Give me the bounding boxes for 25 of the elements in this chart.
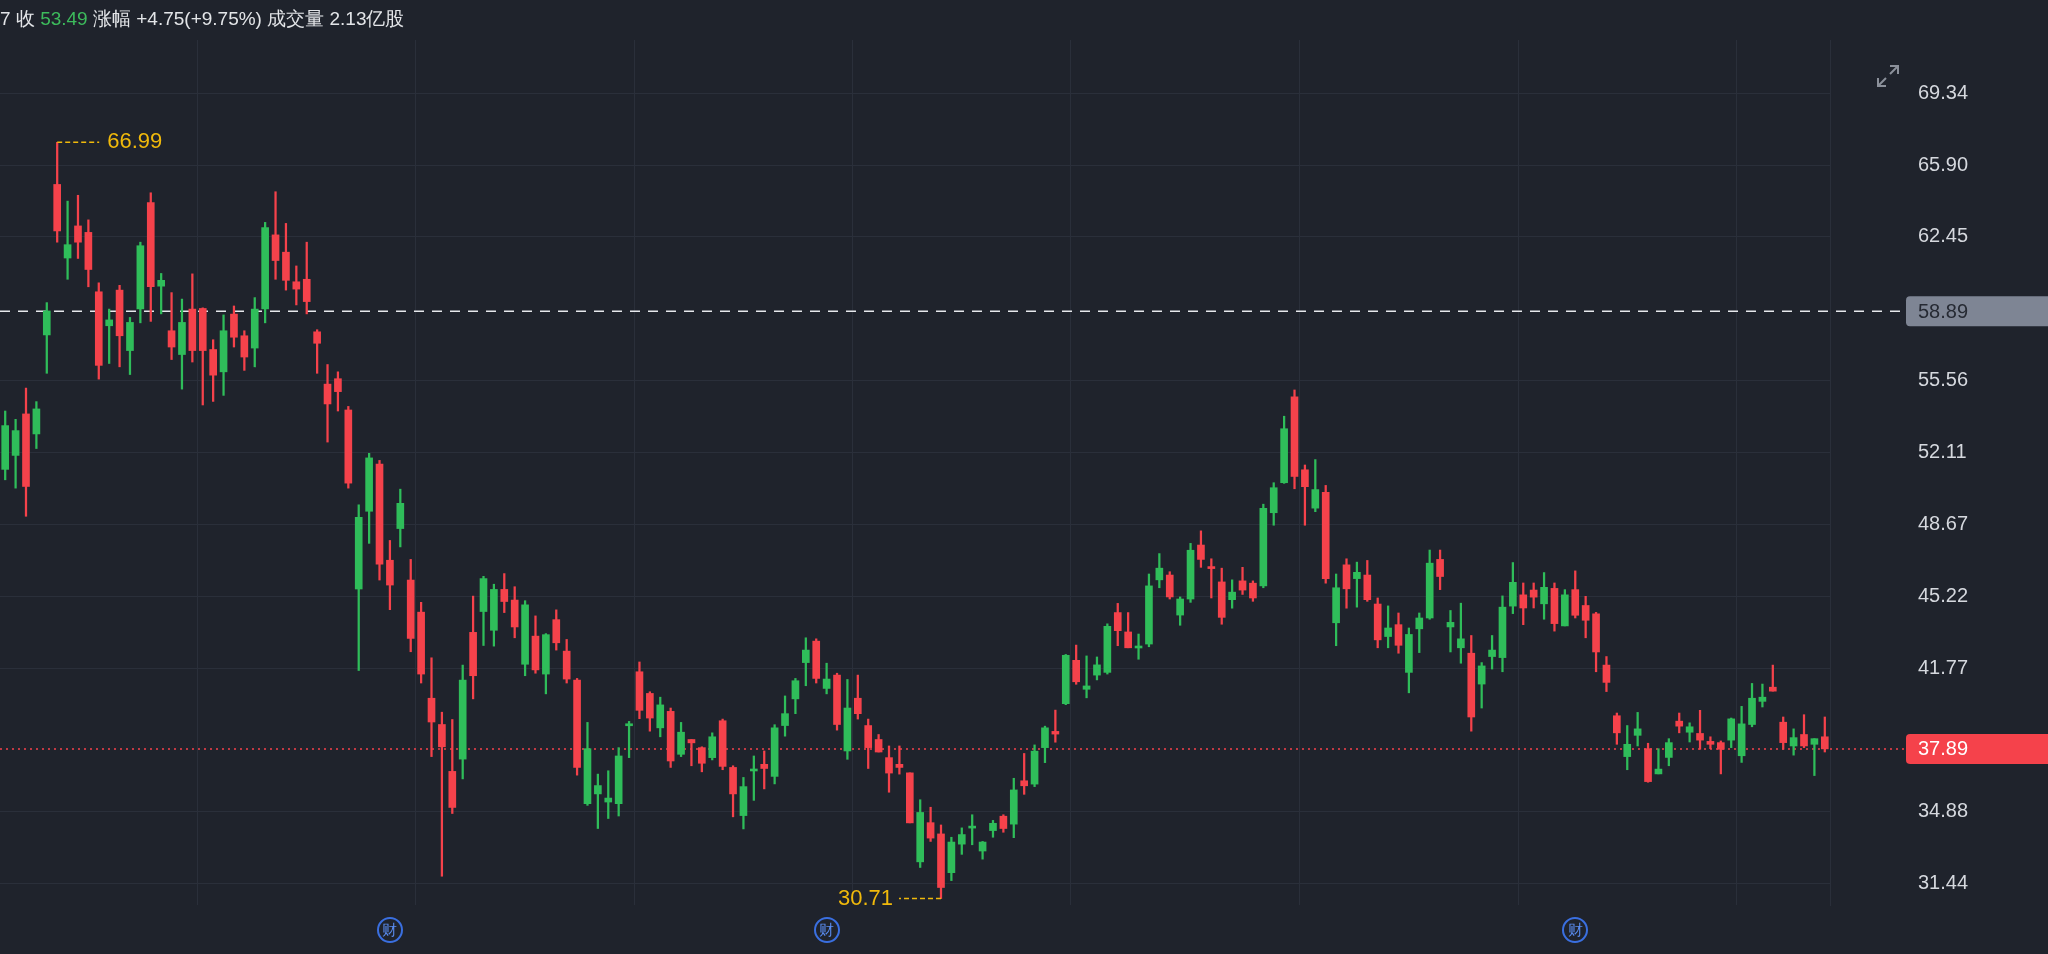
candlestick: [1758, 683, 1767, 708]
annotation: 30.71: [837, 884, 893, 910]
y-tick-label: 34.88: [1918, 799, 1969, 822]
candlestick: [63, 200, 72, 280]
candlestick: [1810, 738, 1819, 776]
y-tick-label: 45.22: [1918, 583, 1969, 606]
y-tick-label: 52.11: [1918, 440, 1967, 463]
chart-title: 7 收 53.49 涨幅 +4.75(+9.75%) 成交量 2.13亿股: [0, 8, 405, 29]
annotation: 66.99: [107, 128, 163, 154]
y-tick-label: 31.44: [1918, 870, 1969, 893]
text: 财: [376, 917, 403, 943]
y-tick-label: 65.90: [1918, 152, 1969, 175]
candlestick: [1082, 655, 1091, 699]
candlestick: [167, 292, 176, 360]
ref-line-label: 37.89: [1918, 737, 1969, 760]
y-tick-label: 41.77: [1918, 655, 1969, 678]
text: 财: [1562, 917, 1589, 943]
candlestick: [687, 739, 696, 767]
y-tick-label: 69.34: [1918, 80, 1969, 103]
ref-line-label: 58.89: [1918, 299, 1969, 322]
candlestick: [271, 191, 280, 280]
y-tick-label: 62.45: [1918, 224, 1969, 247]
y-tick-label: 48.67: [1918, 511, 1969, 534]
text: 财: [813, 917, 840, 943]
y-tick-label: 55.56: [1918, 368, 1969, 391]
